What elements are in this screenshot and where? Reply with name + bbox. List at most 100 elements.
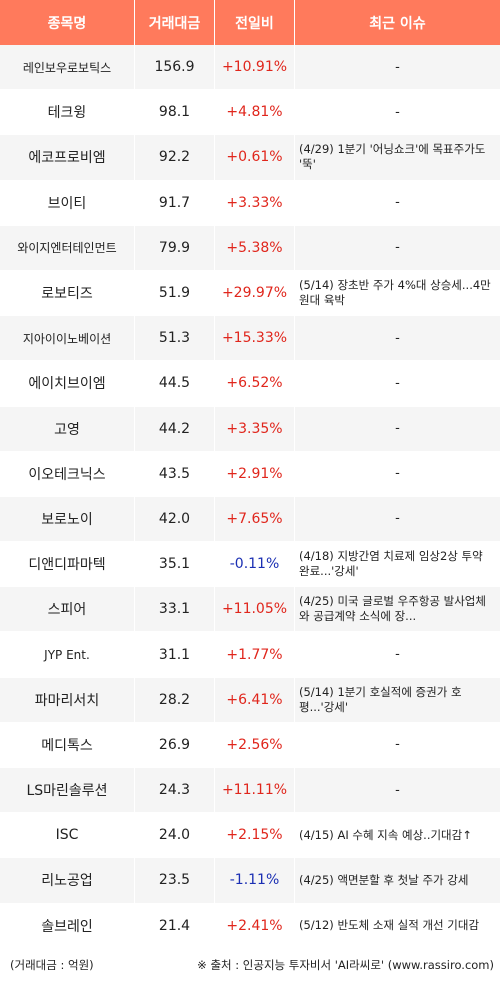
recent-issue: - [395, 330, 400, 346]
stock-name: 보로노이 [0, 496, 135, 542]
header-issue: 최근 이슈 [369, 15, 426, 32]
trading-volume: 92.2 [135, 135, 215, 180]
table-row: 로보티즈 51.9 +29.97% (5/14) 장초반 주가 4%대 상승세...4… [0, 270, 500, 317]
trading-volume: 51.9 [135, 270, 215, 316]
stock-name: LS마린솔루션 [0, 768, 135, 813]
price-change: +3.33% [215, 180, 295, 225]
price-change: +6.41% [215, 677, 295, 722]
table-row: 에이치브이엠 44.5 +6.52% - [0, 361, 500, 407]
stock-name: 이오테크닉스 [0, 451, 135, 496]
recent-issue-text: (4/18) 지방간염 치료제 임상2상 투약 완료...'강세' [299, 549, 483, 579]
recent-issue: - [395, 782, 400, 798]
price-change: +4.81% [215, 90, 295, 135]
trading-volume: 24.0 [135, 813, 215, 858]
trading-volume: 156.9 [135, 45, 215, 90]
table-row: 지아이이노베이션 51.3 +15.33% - [0, 316, 500, 362]
recent-issue: - [395, 240, 400, 256]
trading-volume: 35.1 [135, 542, 215, 587]
header-change: 전일비 [215, 0, 295, 45]
trading-volume: 24.3 [135, 768, 215, 813]
trading-volume: 79.9 [135, 225, 215, 270]
stock-name: ISC [0, 813, 135, 858]
trading-volume: 23.5 [135, 858, 215, 903]
table-row: 파마리서치 28.2 +6.41% (5/14) 1분기 호실적에 증권가 호평...… [0, 677, 500, 723]
unit-note: (거래대금 : 억원) [10, 958, 94, 972]
recent-issue: (4/25) 액면분할 후 첫날 주가 강세 [295, 858, 500, 902]
header-name: 종목명 [0, 0, 135, 45]
stock-name: 레인보우로보틱스 [0, 45, 135, 90]
table-footer: (거래대금 : 억원) ※ 출처 : 인공지능 투자비서 'AI라씨로' (ww… [0, 950, 500, 980]
recent-issue-text: (5/12) 반도체 소재 실적 개선 기대감 [299, 918, 480, 933]
price-change: -0.11% [215, 542, 295, 587]
stock-name: 메디톡스 [0, 722, 135, 767]
table-row: 보로노이 42.0 +7.65% - [0, 496, 500, 543]
price-change: +0.61% [215, 135, 295, 180]
recent-issue: (4/25) 미국 글로벌 우주항공 발사업체와 공급계약 소식에 장... [295, 587, 500, 631]
stock-name: 파마리서치 [0, 677, 135, 722]
price-change: +11.11% [215, 768, 295, 813]
recent-issue: - [395, 421, 400, 437]
trading-volume: 44.2 [135, 406, 215, 451]
trading-volume: 21.4 [135, 903, 215, 948]
table-row: JYP Ent. 31.1 +1.77% - [0, 632, 500, 678]
table-header: 종목명 거래대금 전일비 최근 이슈 [0, 0, 500, 45]
trading-volume: 31.1 [135, 632, 215, 677]
trading-volume: 98.1 [135, 90, 215, 135]
trading-volume: 33.1 [135, 587, 215, 632]
price-change: +3.35% [215, 406, 295, 451]
table-row: 이오테크닉스 43.5 +2.91% - [0, 451, 500, 497]
recent-issue: (5/14) 장초반 주가 4%대 상승세...4만원대 육박 [295, 271, 500, 315]
table-row: 테크윙 98.1 +4.81% - [0, 90, 500, 136]
table-row: 브이티 91.7 +3.33% - [0, 180, 500, 226]
price-change: +6.52% [215, 361, 295, 406]
recent-issue: - [395, 466, 400, 482]
recent-issue: (5/14) 1분기 호실적에 증권가 호평...'강세' [295, 678, 500, 722]
table-body: 레인보우로보틱스 156.9 +10.91% - 테크윙 98.1 +4.81% - 에코프로비… [0, 45, 500, 949]
trading-volume: 51.3 [135, 316, 215, 361]
recent-issue: - [395, 375, 400, 391]
trading-volume: 28.2 [135, 677, 215, 722]
table-row: 스피어 33.1 +11.05% (4/25) 미국 글로벌 우주항공 발사업체와 공… [0, 587, 500, 633]
stock-name: 리노공업 [0, 858, 135, 903]
price-change: -1.11% [215, 858, 295, 903]
table-row: 솔브레인 21.4 +2.41% (5/12) 반도체 소재 실적 개선 기대감 [0, 903, 500, 949]
stock-name: 디앤디파마텍 [0, 542, 135, 587]
recent-issue: - [395, 195, 400, 211]
table-row: LS마린솔루션 24.3 +11.11% - [0, 768, 500, 814]
table-row: 디앤디파마텍 35.1 -0.11% (4/18) 지방간염 치료제 임상2상 투약 … [0, 542, 500, 588]
recent-issue-text: (4/25) 액면분할 후 첫날 주가 강세 [299, 872, 469, 887]
stock-name: 고영 [0, 406, 135, 451]
recent-issue: - [395, 104, 400, 120]
recent-issue-text: (5/14) 1분기 호실적에 증권가 호평...'강세' [299, 684, 462, 714]
recent-issue: (5/12) 반도체 소재 실적 개선 기대감 [295, 904, 500, 948]
table-row: 고영 44.2 +3.35% - [0, 406, 500, 452]
recent-issue: - [395, 737, 400, 753]
stock-name: 솔브레인 [0, 903, 135, 948]
price-change: +2.15% [215, 813, 295, 858]
trading-volume: 26.9 [135, 722, 215, 767]
recent-issue: - [395, 59, 400, 75]
price-change: +2.41% [215, 903, 295, 948]
stock-name: 브이티 [0, 180, 135, 225]
price-change: +5.38% [215, 225, 295, 270]
source-note: ※ 출처 : 인공지능 투자비서 'AI라씨로' (www.rassiro.co… [197, 958, 494, 972]
trading-volume: 91.7 [135, 180, 215, 225]
table-row: 레인보우로보틱스 156.9 +10.91% - [0, 45, 500, 91]
price-change: +29.97% [215, 270, 295, 316]
table-row: ISC 24.0 +2.15% (4/15) AI 수혜 지속 예상..기대감↑ [0, 813, 500, 859]
table-row: 메디톡스 26.9 +2.56% - [0, 722, 500, 768]
recent-issue: (4/29) 1분기 '어닝쇼크'에 목표주가도 '뚝' [295, 135, 500, 179]
recent-issue: - [395, 647, 400, 663]
recent-issue-text: (5/14) 장초반 주가 4%대 상승세...4만원대 육박 [299, 278, 491, 308]
stock-name: 에코프로비엠 [0, 135, 135, 180]
recent-issue: (4/18) 지방간염 치료제 임상2상 투약 완료...'강세' [295, 542, 500, 586]
stock-name: 와이지엔터테인먼트 [0, 225, 135, 270]
price-change: +2.56% [215, 722, 295, 767]
stock-name: 테크윙 [0, 90, 135, 135]
price-change: +7.65% [215, 496, 295, 542]
price-change: +1.77% [215, 632, 295, 677]
recent-issue-text: (4/15) AI 수혜 지속 예상..기대감↑ [299, 827, 472, 842]
trading-volume: 44.5 [135, 361, 215, 406]
trading-volume: 43.5 [135, 451, 215, 496]
trading-volume: 42.0 [135, 496, 215, 542]
